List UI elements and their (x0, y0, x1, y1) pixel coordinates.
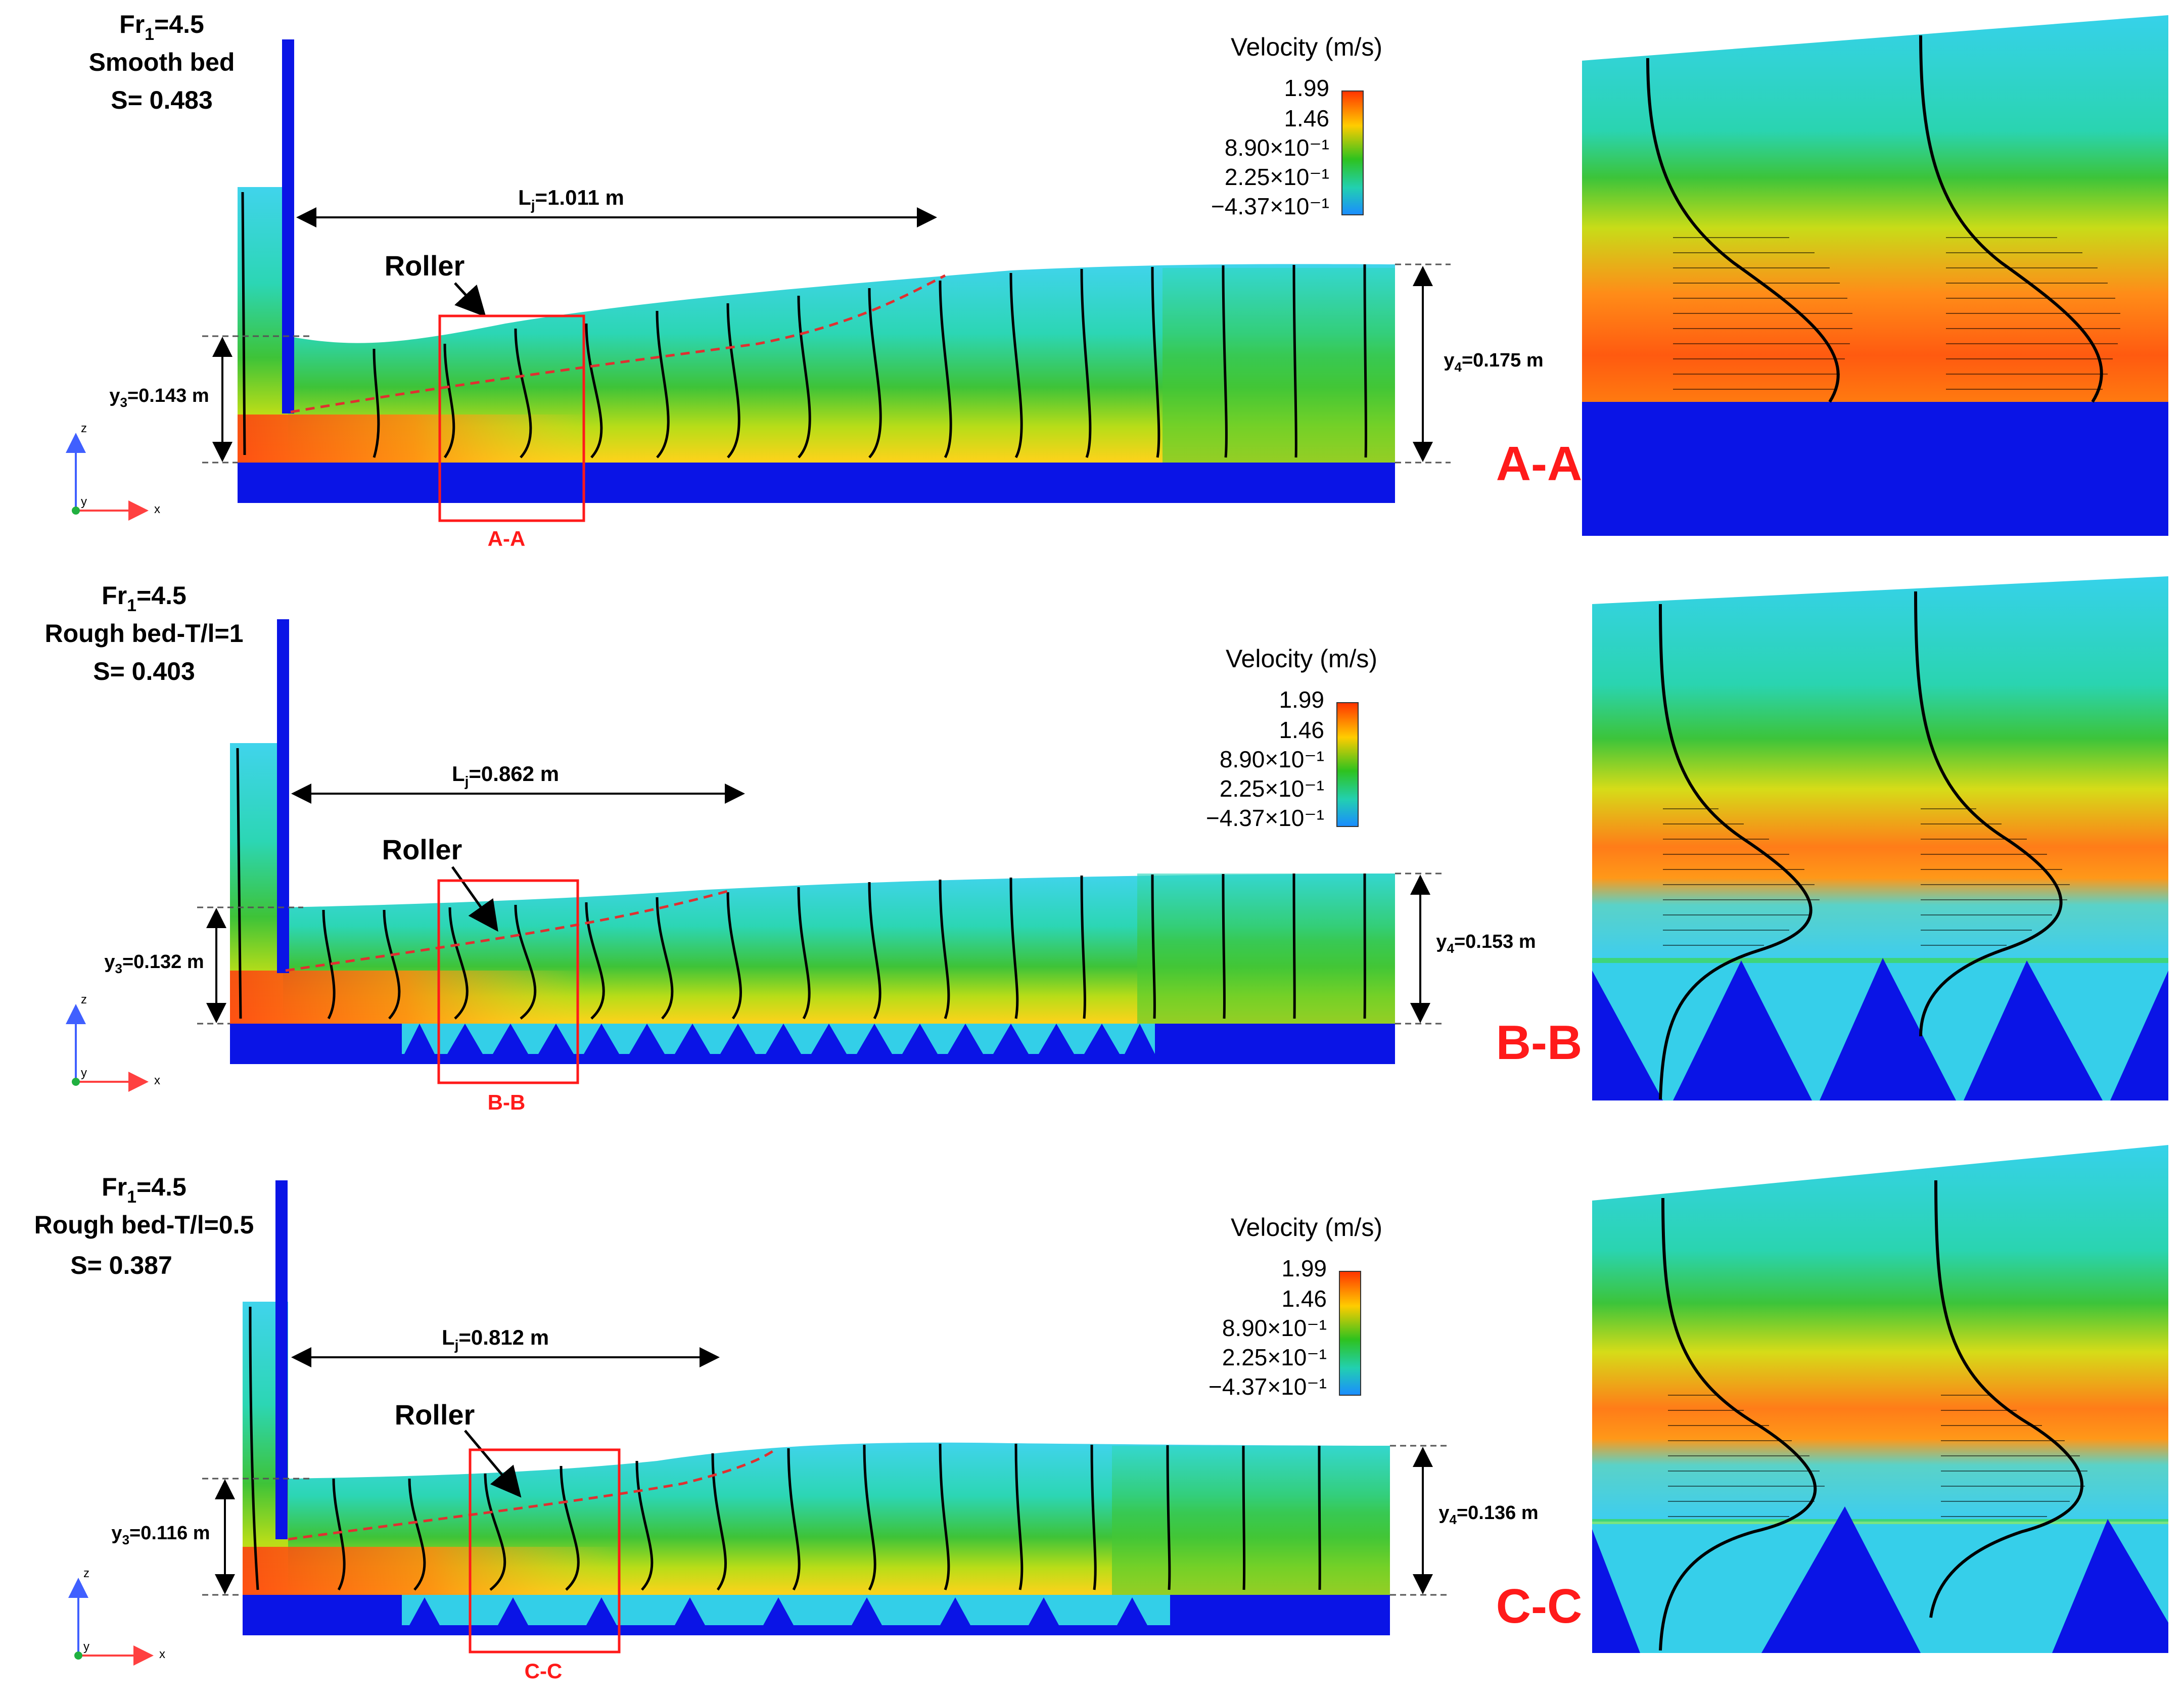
legend-tick: 1.46 (1284, 105, 1329, 131)
velocity-legend: Velocity (m/s) 1.99 1.46 8.90×10⁻¹ 2.25×… (1209, 1213, 1382, 1400)
sluice-gate (282, 39, 294, 414)
sluice-gate (275, 1180, 288, 1539)
section-box (437, 879, 579, 1084)
roller-pointer (464, 1430, 522, 1498)
zoom-view (1592, 1145, 2168, 1653)
legend-tick: 2.25×10⁻¹ (1220, 775, 1324, 802)
froude-label: Fr1=4.5 (102, 1173, 187, 1207)
roller-label: Roller (395, 1399, 475, 1431)
legend-tick: 1.46 (1279, 717, 1324, 743)
velocity-legend: Velocity (m/s) 1.99 1.46 8.90×10⁻¹ 2.25×… (1211, 33, 1382, 219)
sequent-ratio-label: S= 0.403 (93, 657, 195, 685)
roller-pointer (451, 866, 498, 932)
section-label-small: A-A (488, 527, 526, 550)
y3-label: y3=0.132 m (104, 951, 204, 976)
section-box (469, 1448, 621, 1654)
roller-label: Roller (385, 250, 465, 282)
legend-tick: 2.25×10⁻¹ (1225, 164, 1329, 190)
axis-z-label: z (81, 422, 87, 435)
bed-type-label: Rough bed-T/l=1 (44, 619, 243, 648)
jet-core (238, 415, 591, 463)
legend-tick: 1.46 (1281, 1285, 1327, 1312)
roller-boundary (290, 274, 946, 414)
jet-core (230, 971, 584, 1024)
roughness-elements (409, 1597, 1147, 1625)
zoom-view (1582, 15, 2168, 536)
section-box (438, 314, 585, 522)
bed-type-label: Smooth bed (89, 48, 235, 76)
tailwater-zone (1137, 874, 1395, 1024)
axis-triad: z y x (66, 422, 160, 521)
legend-title: Velocity (m/s) (1231, 33, 1382, 61)
roller-pointer (454, 282, 486, 317)
legend-colorbar (1336, 702, 1359, 827)
axis-x-label: x (154, 502, 160, 516)
axis-z-label: z (83, 1567, 89, 1580)
roller-label: Roller (382, 834, 462, 865)
sluice-gate (277, 619, 289, 973)
legend-tick: 8.90×10⁻¹ (1222, 1315, 1327, 1341)
legend-tick: 8.90×10⁻¹ (1225, 134, 1329, 161)
roller-boundary (288, 1449, 774, 1541)
jump-length-label: Lj=0.862 m (452, 762, 559, 789)
froude-label: Fr1=4.5 (119, 10, 204, 44)
zoom-view (1592, 576, 2168, 1100)
bed-block (238, 463, 1395, 503)
axis-triad: z y x (68, 1567, 165, 1666)
upstream-water (238, 187, 288, 463)
froude-label: Fr1=4.5 (102, 581, 187, 615)
section-label-large: C-C (1496, 1579, 1583, 1633)
legend-tick: −4.37×10⁻¹ (1206, 805, 1324, 831)
section-label-large: B-B (1496, 1016, 1583, 1070)
y4-label: y4=0.153 m (1436, 931, 1536, 956)
axis-x-label: x (159, 1647, 165, 1661)
axis-z-label: z (81, 993, 87, 1006)
bed-type-label: Rough bed-T/l=0.5 (34, 1211, 254, 1239)
legend-title: Velocity (m/s) (1226, 645, 1377, 673)
section-label-small: C-C (525, 1659, 563, 1683)
legend-tick: −4.37×10⁻¹ (1211, 193, 1329, 219)
axis-y-label: y (83, 1640, 89, 1654)
flow-domain (288, 264, 1395, 463)
velocity-profiles (249, 1306, 1321, 1591)
panel-rough-bed-t-l-1: Fr1=4.5 Rough bed-T/l=1 S= 0.403 (44, 576, 2168, 1114)
section-label-large: A-A (1496, 437, 1583, 491)
jump-length-label: Lj=1.011 m (518, 186, 624, 213)
tailwater-zone (1163, 268, 1395, 463)
y3-label: y3=0.143 m (109, 385, 209, 410)
legend-title: Velocity (m/s) (1231, 1213, 1382, 1242)
legend-tick: 8.90×10⁻¹ (1220, 746, 1324, 772)
legend-colorbar (1339, 1271, 1361, 1396)
legend-tick: 1.99 (1281, 1255, 1327, 1281)
axis-y-label: y (81, 1066, 87, 1080)
sequent-ratio-label: S= 0.483 (111, 86, 213, 114)
upstream-water (230, 743, 283, 1024)
jet-core (243, 1547, 622, 1595)
axis-y-label: y (81, 495, 87, 509)
panel-smooth-bed: Fr1=4.5 Smooth bed S= 0.483 (66, 10, 2168, 550)
velocity-profiles (236, 748, 1366, 1020)
y4-label: y4=0.136 m (1438, 1502, 1538, 1527)
legend-colorbar (1341, 90, 1364, 215)
tailwater-zone (1112, 1446, 1390, 1595)
sequent-ratio-label: S= 0.387 (70, 1251, 172, 1279)
y3-label: y3=0.116 m (111, 1523, 210, 1547)
legend-tick: 1.99 (1279, 686, 1324, 713)
axis-x-label: x (154, 1074, 160, 1087)
panel-rough-bed-t-l-0-5: Fr1=4.5 Rough bed-T/l=0.5 S= 0.387 (34, 1145, 2168, 1683)
velocity-profiles (241, 192, 1368, 458)
roughness-elements (404, 1024, 1155, 1054)
axis-triad: z y x (66, 993, 160, 1092)
jump-length-label: Lj=0.812 m (442, 1325, 549, 1353)
legend-tick: 2.25×10⁻¹ (1222, 1344, 1327, 1370)
y4-label: y4=0.175 m (1444, 350, 1543, 375)
roller-boundary (285, 888, 733, 972)
legend-tick: 1.99 (1284, 75, 1329, 101)
section-label-small: B-B (488, 1090, 526, 1114)
legend-tick: −4.37×10⁻¹ (1209, 1373, 1327, 1400)
velocity-legend: Velocity (m/s) 1.99 1.46 8.90×10⁻¹ 2.25×… (1206, 645, 1377, 831)
